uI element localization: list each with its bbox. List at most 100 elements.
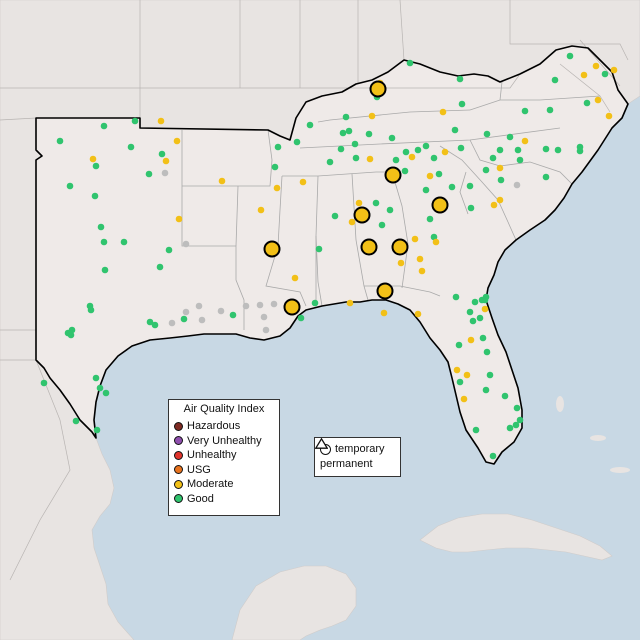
monitor-dot[interactable] <box>100 238 108 246</box>
monitor-dot[interactable] <box>291 274 299 282</box>
monitor-dot[interactable] <box>337 145 345 153</box>
monitor-dot[interactable] <box>408 153 416 161</box>
monitor-dot[interactable] <box>257 206 265 214</box>
monitor-dot[interactable] <box>490 201 498 209</box>
monitor-dot[interactable] <box>542 145 550 153</box>
monitor-dot[interactable] <box>348 218 356 226</box>
monitor-dot[interactable] <box>40 379 48 387</box>
monitor-dot[interactable] <box>506 424 514 432</box>
monitor-dot[interactable] <box>92 162 100 170</box>
monitor-dot[interactable] <box>368 112 376 120</box>
monitor-dot[interactable] <box>299 178 307 186</box>
temporary-monitor-marker[interactable] <box>431 196 449 214</box>
monitor-dot[interactable] <box>594 96 602 104</box>
monitor-dot[interactable] <box>466 308 474 316</box>
monitor-dot[interactable] <box>345 127 353 135</box>
temporary-monitor-marker[interactable] <box>391 238 409 256</box>
monitor-dot[interactable] <box>456 378 464 386</box>
monitor-dot[interactable] <box>397 259 405 267</box>
monitor-dot[interactable] <box>482 166 490 174</box>
monitor-dot[interactable] <box>506 133 514 141</box>
monitor-dot[interactable] <box>297 314 305 322</box>
monitor-dot[interactable] <box>326 158 334 166</box>
monitor-dot[interactable] <box>576 143 584 151</box>
monitor-dot[interactable] <box>151 321 159 329</box>
monitor-dot[interactable] <box>182 240 190 248</box>
monitor-dot[interactable] <box>426 215 434 223</box>
monitor-dot[interactable] <box>479 334 487 342</box>
monitor-dot[interactable] <box>430 233 438 241</box>
monitor-dot[interactable] <box>157 117 165 125</box>
monitor-dot[interactable] <box>467 336 475 344</box>
monitor-dot[interactable] <box>580 71 588 79</box>
monitor-dot[interactable] <box>260 313 268 321</box>
monitor-dot[interactable] <box>87 306 95 314</box>
temporary-monitor-marker[interactable] <box>384 166 402 184</box>
monitor-dot[interactable] <box>554 146 562 154</box>
monitor-dot[interactable] <box>489 154 497 162</box>
monitor-dot[interactable] <box>97 223 105 231</box>
monitor-dot[interactable] <box>218 177 226 185</box>
monitor-dot[interactable] <box>378 221 386 229</box>
temporary-monitor-marker[interactable] <box>283 298 301 316</box>
monitor-dot[interactable] <box>467 204 475 212</box>
monitor-dot[interactable] <box>455 341 463 349</box>
monitor-dot[interactable] <box>158 150 166 158</box>
monitor-dot[interactable] <box>262 326 270 334</box>
monitor-dot[interactable] <box>372 199 380 207</box>
monitor-dot[interactable] <box>430 154 438 162</box>
monitor-dot[interactable] <box>365 130 373 138</box>
temporary-monitor-marker[interactable] <box>353 206 371 224</box>
monitor-dot[interactable] <box>448 183 456 191</box>
monitor-dot[interactable] <box>605 112 613 120</box>
monitor-dot[interactable] <box>432 238 440 246</box>
monitor-dot[interactable] <box>91 192 99 200</box>
monitor-dot[interactable] <box>422 142 430 150</box>
monitor-dot[interactable] <box>56 137 64 145</box>
monitor-dot[interactable] <box>101 266 109 274</box>
monitor-dot[interactable] <box>439 108 447 116</box>
temporary-monitor-marker[interactable] <box>360 238 378 256</box>
monitor-dot[interactable] <box>392 156 400 164</box>
monitor-dot[interactable] <box>180 315 188 323</box>
monitor-dot[interactable] <box>120 238 128 246</box>
monitor-dot[interactable] <box>514 146 522 154</box>
monitor-dot[interactable] <box>426 172 434 180</box>
monitor-dot[interactable] <box>610 66 618 74</box>
monitor-dot[interactable] <box>471 298 479 306</box>
monitor-dot[interactable] <box>162 157 170 165</box>
monitor-dot[interactable] <box>566 52 574 60</box>
monitor-dot[interactable] <box>342 113 350 121</box>
monitor-dot[interactable] <box>306 121 314 129</box>
monitor-dot[interactable] <box>472 426 480 434</box>
monitor-dot[interactable] <box>406 59 414 67</box>
monitor-dot[interactable] <box>270 300 278 308</box>
monitor-dot[interactable] <box>516 156 524 164</box>
monitor-dot[interactable] <box>402 148 410 156</box>
monitor-dot[interactable] <box>315 245 323 253</box>
monitor-dot[interactable] <box>512 421 520 429</box>
monitor-dot[interactable] <box>453 366 461 374</box>
monitor-dot[interactable] <box>401 167 409 175</box>
monitor-dot[interactable] <box>96 384 104 392</box>
monitor-dot[interactable] <box>497 176 505 184</box>
monitor-dot[interactable] <box>92 374 100 382</box>
monitor-dot[interactable] <box>346 299 354 307</box>
monitor-dot[interactable] <box>496 196 504 204</box>
monitor-dot[interactable] <box>66 182 74 190</box>
monitor-dot[interactable] <box>513 181 521 189</box>
monitor-dot[interactable] <box>414 146 422 154</box>
monitor-dot[interactable] <box>501 392 509 400</box>
monitor-dot[interactable] <box>521 107 529 115</box>
monitor-dot[interactable] <box>145 170 153 178</box>
monitor-dot[interactable] <box>156 263 164 271</box>
monitor-dot[interactable] <box>273 184 281 192</box>
monitor-dot[interactable] <box>355 199 363 207</box>
monitor-dot[interactable] <box>271 163 279 171</box>
monitor-dot[interactable] <box>229 311 237 319</box>
monitor-dot[interactable] <box>482 293 490 301</box>
monitor-dot[interactable] <box>293 138 301 146</box>
monitor-dot[interactable] <box>481 305 489 313</box>
monitor-dot[interactable] <box>496 164 504 172</box>
